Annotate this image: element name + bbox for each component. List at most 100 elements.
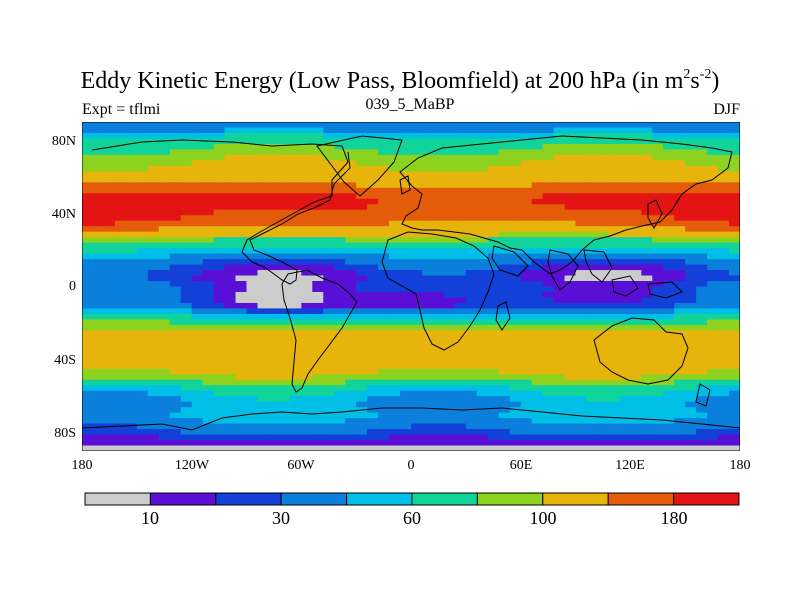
- heatmap-cell: [147, 374, 160, 381]
- heatmap-cell: [180, 242, 193, 249]
- heatmap-cell: [246, 330, 259, 337]
- heatmap-cell: [707, 440, 719, 447]
- heatmap-cell: [213, 313, 226, 320]
- heatmap-cell: [378, 330, 390, 337]
- heatmap-cell: [125, 445, 138, 451]
- heatmap-cell: [268, 319, 280, 326]
- heatmap-cell: [663, 379, 675, 386]
- heatmap-cell: [301, 346, 313, 353]
- heatmap-cell: [465, 165, 478, 172]
- heatmap-cell: [323, 368, 335, 375]
- heatmap-cell: [400, 357, 412, 364]
- heatmap-cell: [147, 275, 160, 282]
- heatmap-cell: [268, 132, 280, 140]
- coastline-borneo: [611, 275, 639, 297]
- heatmap-cell: [191, 193, 204, 200]
- heatmap-cell: [279, 291, 291, 299]
- heatmap-cell: [564, 143, 577, 151]
- heatmap-cell: [476, 165, 489, 172]
- heatmap-cell: [378, 187, 390, 194]
- heatmap-cell: [443, 385, 456, 392]
- heatmap-cell: [586, 160, 599, 167]
- heatmap-cell: [345, 270, 357, 277]
- heatmap-cell: [553, 160, 566, 167]
- heatmap-cell: [586, 297, 599, 304]
- colorbar-box: [476, 492, 544, 506]
- heatmap-cell: [367, 313, 379, 320]
- heatmap-cell: [367, 165, 379, 172]
- heatmap-cell: [630, 215, 642, 222]
- heatmap-cell: [498, 357, 511, 364]
- heatmap-cell: [257, 396, 270, 403]
- heatmap-cell: [597, 176, 609, 183]
- heatmap-cell: [213, 396, 226, 403]
- heatmap-cell: [268, 171, 280, 178]
- heatmap-cell: [685, 352, 697, 359]
- heatmap-cell: [400, 270, 412, 277]
- heatmap-cell: [367, 171, 379, 178]
- heatmap-cell: [619, 160, 631, 167]
- heatmap-cell: [663, 248, 675, 255]
- heatmap-cell: [674, 319, 686, 326]
- colorbar-box: [149, 492, 217, 506]
- heatmap-cell: [586, 165, 599, 172]
- heatmap-cell: [378, 193, 390, 200]
- heatmap-cell: [114, 226, 127, 233]
- heatmap-cell: [367, 154, 379, 161]
- heatmap-cell: [290, 259, 302, 266]
- heatmap-cell: [652, 193, 664, 200]
- heatmap-cell: [92, 291, 105, 299]
- heatmap-cell: [718, 302, 730, 310]
- heatmap-cell: [498, 302, 511, 310]
- heatmap-cell: [345, 346, 357, 353]
- heatmap-cell: [147, 401, 160, 408]
- heatmap-cell: [257, 412, 270, 419]
- heatmap-cell: [718, 291, 730, 299]
- heatmap-cell: [498, 374, 511, 381]
- heatmap-cell: [125, 401, 138, 408]
- heatmap-cell: [487, 330, 500, 337]
- heatmap-cell: [674, 385, 686, 392]
- heatmap-cell: [114, 237, 127, 244]
- heatmap-cell: [356, 138, 368, 145]
- heatmap-cell: [114, 187, 127, 194]
- heatmap-cell: [696, 193, 708, 200]
- heatmap-cell: [301, 187, 313, 194]
- coastline-arabia: [491, 245, 529, 277]
- heatmap-cell: [202, 324, 215, 331]
- heatmap-cell: [542, 352, 555, 359]
- heatmap-cell: [630, 445, 642, 451]
- heatmap-cell: [509, 220, 522, 227]
- heatmap-cell: [279, 220, 291, 227]
- heatmap-cell: [147, 132, 160, 140]
- heatmap-cell: [432, 122, 445, 129]
- heatmap-cell: [191, 286, 204, 293]
- heatmap-cell: [718, 132, 730, 140]
- heatmap-cell: [411, 412, 423, 419]
- heatmap-cell: [268, 176, 280, 183]
- heatmap-cell: [103, 242, 116, 249]
- heatmap-cell: [213, 193, 226, 200]
- heatmap-cell: [246, 324, 259, 331]
- heatmap-cell: [367, 226, 379, 233]
- heatmap-cell: [114, 390, 127, 397]
- heatmap-cell: [323, 165, 335, 172]
- heatmap-cell: [476, 226, 489, 233]
- heatmap-cell: [323, 390, 335, 397]
- heatmap-cell: [158, 335, 171, 342]
- heatmap-cell: [180, 341, 193, 348]
- heatmap-cell: [323, 248, 335, 255]
- heatmap-cell: [630, 324, 642, 331]
- heatmap-cell: [553, 374, 566, 381]
- heatmap-cell: [323, 220, 335, 227]
- heatmap-cell: [301, 220, 313, 227]
- heatmap-cell: [674, 154, 686, 161]
- heatmap-cell: [718, 308, 730, 315]
- heatmap-cell: [586, 220, 599, 227]
- heatmap-cell: [103, 209, 116, 216]
- heatmap-cell: [279, 445, 291, 451]
- heatmap-cell: [213, 198, 226, 205]
- heatmap-cell: [564, 138, 577, 145]
- heatmap-cell: [465, 259, 478, 266]
- heatmap-cell: [729, 286, 740, 293]
